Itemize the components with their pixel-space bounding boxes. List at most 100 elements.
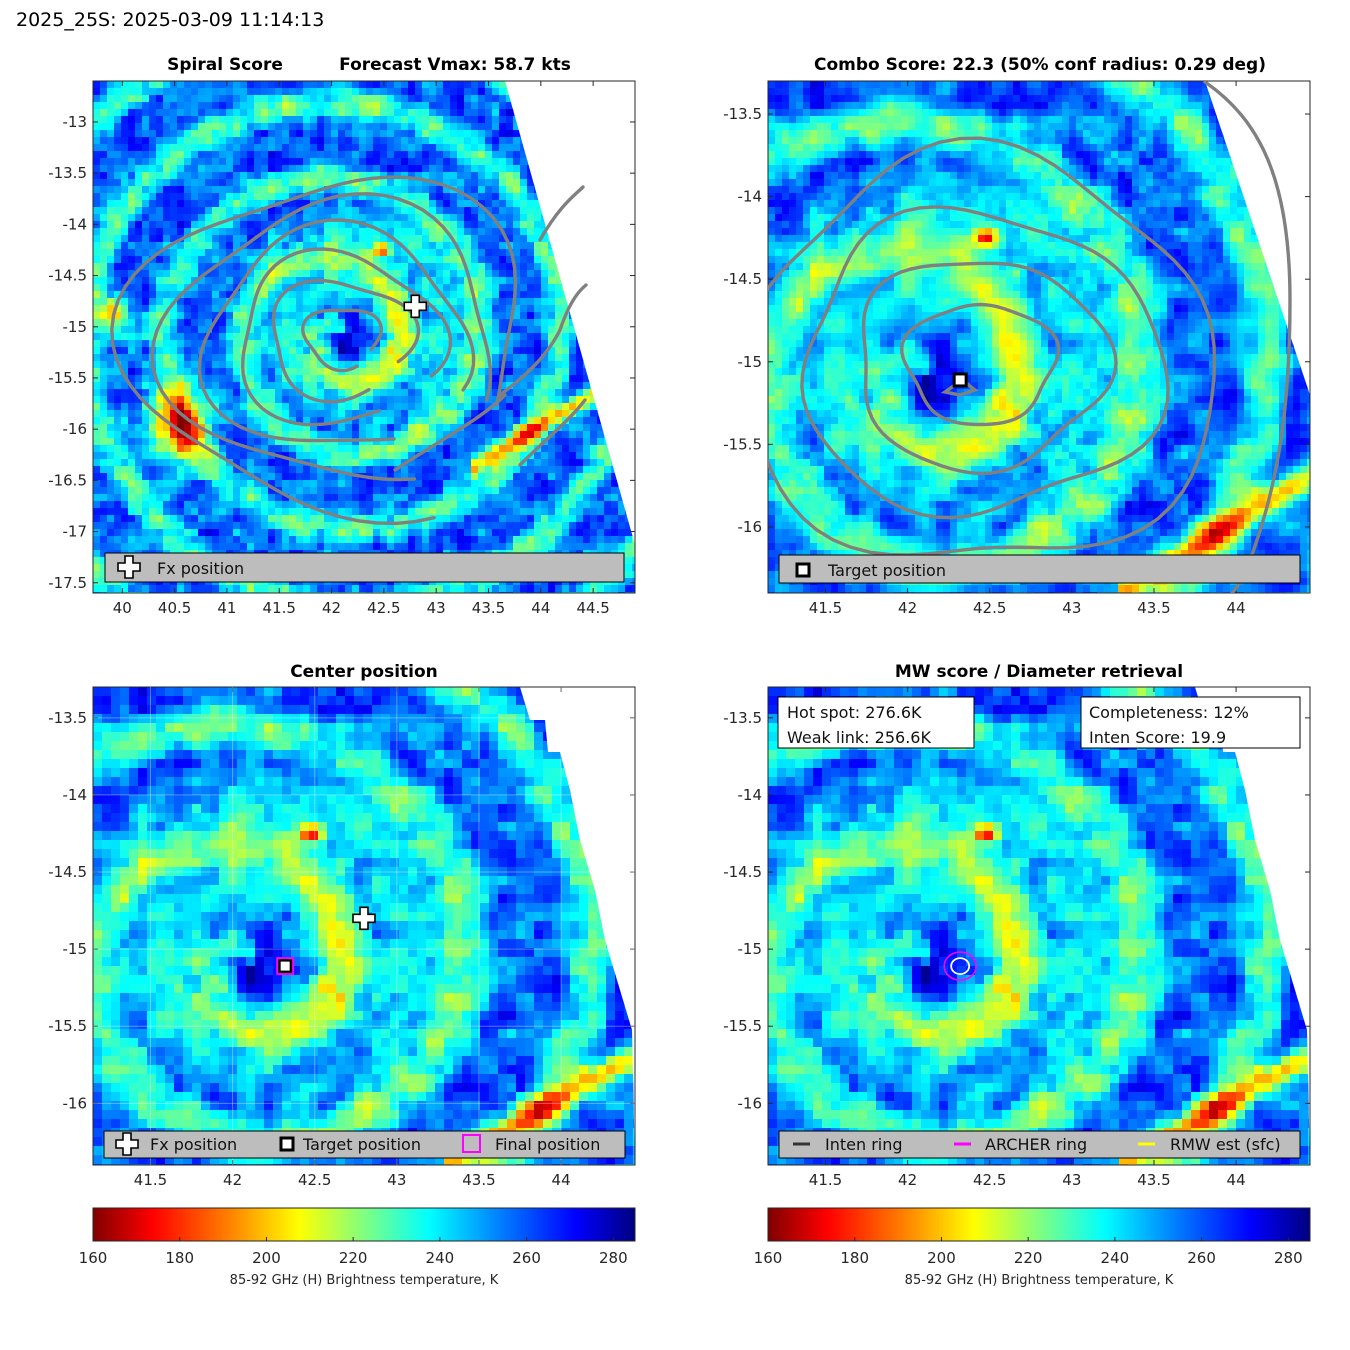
heatmap-cell [520, 305, 528, 313]
heatmap-cell [135, 494, 143, 502]
heatmap-cell [429, 501, 437, 509]
heatmap-cell [618, 116, 626, 124]
heatmap-cell [198, 396, 206, 404]
heatmap-cell [408, 494, 416, 502]
heatmap-cell [415, 382, 423, 390]
heatmap-cell [352, 95, 360, 103]
heatmap-cell [198, 319, 206, 327]
heatmap-cell [100, 515, 108, 523]
heatmap-cell [562, 480, 570, 488]
heatmap-cell [576, 151, 584, 159]
heatmap-cell [380, 298, 388, 306]
heatmap-cell [289, 144, 297, 152]
heatmap-cell [191, 333, 199, 341]
heatmap-cell [345, 207, 353, 215]
heatmap-cell [149, 116, 157, 124]
heatmap-cell [513, 228, 521, 236]
heatmap-cell [268, 179, 276, 187]
heatmap-cell [380, 431, 388, 439]
heatmap-cell [191, 326, 199, 334]
heatmap-cell [310, 480, 318, 488]
heatmap-cell [611, 263, 619, 271]
heatmap-cell [555, 368, 563, 376]
heatmap-cell [338, 109, 346, 117]
heatmap-cell [632, 487, 635, 495]
heatmap-cell [226, 326, 234, 334]
heatmap-cell [366, 284, 374, 292]
heatmap-cell [93, 389, 101, 397]
heatmap-cell [590, 270, 598, 278]
heatmap-cell [485, 312, 493, 320]
heatmap-cell [443, 459, 451, 467]
heatmap-cell [177, 452, 185, 460]
heatmap-cell [625, 403, 633, 411]
heatmap-cell [184, 312, 192, 320]
heatmap-cell [534, 186, 542, 194]
heatmap-cell [373, 228, 381, 236]
heatmap-cell [583, 298, 591, 306]
heatmap-cell [464, 305, 472, 313]
heatmap-cell [450, 501, 458, 509]
heatmap-cell [548, 123, 556, 131]
heatmap-cell [163, 249, 171, 257]
heatmap-cell [618, 207, 626, 215]
heatmap-cell [471, 81, 479, 89]
heatmap-cell [534, 326, 542, 334]
heatmap-cell [240, 193, 248, 201]
heatmap-cell [590, 144, 598, 152]
heatmap-cell [611, 508, 619, 516]
heatmap-cell [233, 459, 241, 467]
heatmap-cell [632, 375, 635, 383]
heatmap-cell [618, 459, 626, 467]
heatmap-cell [408, 214, 416, 222]
heatmap-cell [506, 165, 514, 173]
heatmap-cell [226, 522, 234, 530]
heatmap-cell [387, 333, 395, 341]
heatmap-cell [107, 242, 115, 250]
heatmap-cell [310, 228, 318, 236]
heatmap-cell [170, 522, 178, 530]
heatmap-cell [359, 312, 367, 320]
heatmap-cell [415, 466, 423, 474]
heatmap-cell [289, 109, 297, 117]
heatmap-cell [205, 88, 213, 96]
heatmap-cell [93, 319, 101, 327]
heatmap-cell [632, 207, 635, 215]
heatmap-cell [527, 186, 535, 194]
heatmap-cell [457, 340, 465, 348]
heatmap-cell [184, 361, 192, 369]
heatmap-cell [380, 158, 388, 166]
heatmap-cell [401, 466, 409, 474]
heatmap-cell [331, 410, 339, 418]
heatmap-cell [394, 81, 402, 89]
heatmap-cell [107, 382, 115, 390]
heatmap-cell [401, 256, 409, 264]
heatmap-cell [268, 130, 276, 138]
heatmap-cell [429, 410, 437, 418]
heatmap-cell [289, 221, 297, 229]
heatmap-cell [226, 515, 234, 523]
heatmap-cell [618, 221, 626, 229]
heatmap-cell [373, 179, 381, 187]
heatmap-cell [198, 172, 206, 180]
figure-title: 2025_25S: 2025-03-09 11:14:13 [16, 9, 324, 31]
heatmap-cell [478, 431, 486, 439]
heatmap-cell [177, 508, 185, 516]
heatmap-cell [457, 410, 465, 418]
heatmap-cell [611, 186, 619, 194]
heatmap-cell [324, 417, 332, 425]
heatmap-cell [436, 368, 444, 376]
heatmap-cell [499, 130, 507, 138]
heatmap-cell [331, 298, 339, 306]
heatmap-cell [471, 270, 479, 278]
heatmap-cell [261, 263, 269, 271]
heatmap-cell [394, 158, 402, 166]
heatmap-cell [282, 102, 290, 110]
heatmap-cell [373, 172, 381, 180]
heatmap-cell [275, 130, 283, 138]
heatmap-cell [429, 403, 437, 411]
heatmap-cell [632, 410, 635, 418]
heatmap-cell [457, 382, 465, 390]
heatmap-cell [520, 207, 528, 215]
heatmap-cell [191, 445, 199, 453]
